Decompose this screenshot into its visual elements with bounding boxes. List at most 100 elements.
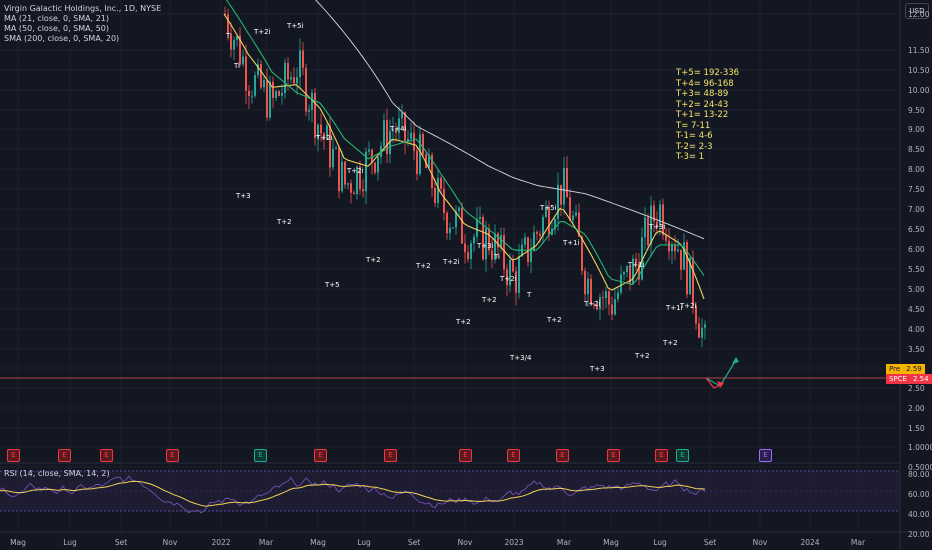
wave-label: T+2i — [679, 302, 697, 310]
candles — [224, 6, 706, 348]
candle-body — [458, 207, 460, 212]
candle-body — [461, 207, 463, 244]
price-tick-label: 2.00 — [908, 404, 925, 413]
candle-body — [311, 92, 313, 110]
earnings-marker[interactable]: E — [676, 449, 689, 462]
projection-down-arrowhead — [717, 381, 724, 388]
ma21-line — [223, 13, 705, 300]
candle-body — [275, 91, 277, 99]
indicator-ma21[interactable]: MA (21, close, 0, SMA, 21) — [4, 14, 110, 23]
candle-body — [245, 56, 247, 91]
wave-label: T+2i — [253, 28, 271, 36]
earnings-marker[interactable]: E — [7, 449, 20, 462]
candle-body — [635, 258, 637, 264]
candle-body — [662, 204, 664, 236]
candle-body — [344, 161, 346, 185]
candle-body — [644, 217, 646, 238]
candle-body — [587, 278, 589, 295]
price-tick-label: 8.50 — [908, 145, 925, 154]
time-tick-label: Mar — [850, 538, 866, 547]
candle-body — [395, 129, 397, 133]
time-tick-label: Lug — [357, 538, 371, 547]
candle-body — [500, 235, 502, 248]
candle-body — [674, 244, 676, 252]
candle-body — [665, 235, 667, 241]
candle-body — [605, 291, 607, 299]
candle-body — [638, 263, 640, 280]
candle-body — [572, 215, 574, 221]
wave-label: T+2 — [455, 318, 471, 326]
candle-body — [233, 39, 235, 50]
target-line: T+1= 13-22 — [676, 110, 729, 120]
candle-body — [251, 95, 253, 97]
candle-body — [407, 138, 409, 142]
candle-body — [308, 109, 310, 112]
earnings-marker[interactable]: E — [556, 449, 569, 462]
candle-body — [482, 216, 484, 260]
candle-body — [413, 132, 415, 151]
candle-body — [356, 166, 358, 195]
wave-label: T+1i — [627, 261, 645, 269]
earnings-marker[interactable]: E — [100, 449, 113, 462]
candle-body — [362, 189, 364, 192]
rsi-indicator-label[interactable]: RSI (14, close, SMA, 14, 2) — [4, 469, 110, 478]
candle-body — [578, 212, 580, 237]
earnings-marker[interactable]: E — [759, 449, 772, 462]
rsi-tick-label: 40.00 — [908, 510, 930, 519]
indicator-ma50[interactable]: MA (50, close, 0, SMA, 50) — [4, 24, 110, 33]
candle-body — [650, 205, 652, 246]
wave-label: T+2 — [415, 262, 431, 270]
target-line: T+3= 48-89 — [676, 89, 729, 99]
candle-body — [449, 227, 451, 234]
candle-body — [629, 266, 631, 285]
wave-label: T+2i — [499, 275, 517, 283]
candle-body — [596, 304, 598, 310]
currency-button[interactable]: USD — [905, 3, 929, 19]
earnings-marker[interactable]: E — [607, 449, 620, 462]
earnings-marker[interactable]: E — [384, 449, 397, 462]
earnings-marker[interactable]: E — [254, 449, 267, 462]
candle-body — [494, 233, 496, 260]
wave-label: T+3/4 — [509, 354, 532, 362]
time-tick-label: 2024 — [800, 538, 820, 547]
candle-body — [620, 274, 622, 293]
candle-body — [536, 232, 538, 234]
earnings-marker[interactable]: E — [655, 449, 668, 462]
candle-body — [653, 205, 655, 222]
candle-body — [383, 120, 385, 146]
candle-body — [323, 133, 325, 140]
candle-body — [230, 33, 232, 50]
wave-label: T+5i — [286, 22, 304, 30]
indicator-sma200[interactable]: SMA (200, close, 0, SMA, 20) — [4, 34, 120, 43]
candle-body — [431, 154, 433, 189]
candle-body — [593, 304, 595, 306]
time-tick-label: Mar — [556, 538, 572, 547]
candle-body — [302, 50, 304, 68]
candle-body — [410, 132, 412, 139]
rsi-tick-label: 60.00 — [908, 490, 930, 499]
candle-body — [647, 217, 649, 246]
candle-body — [695, 305, 697, 324]
earnings-marker[interactable]: E — [166, 449, 179, 462]
earnings-marker[interactable]: E — [314, 449, 327, 462]
candle-body — [563, 167, 565, 205]
candle-body — [632, 258, 634, 285]
candle-body — [419, 134, 421, 175]
earnings-marker[interactable]: E — [58, 449, 71, 462]
candle-body — [341, 161, 343, 192]
symbol-title[interactable]: Virgin Galactic Holdings, Inc., 1D, NYSE — [4, 4, 162, 13]
candle-body — [464, 243, 466, 253]
price-tick-label: 9.00 — [908, 125, 925, 134]
earnings-marker[interactable]: E — [507, 449, 520, 462]
wave-label: T+1i — [665, 304, 683, 312]
earnings-marker[interactable]: E — [459, 449, 472, 462]
wave-label: Ti — [233, 62, 240, 70]
candle-body — [353, 192, 355, 195]
candle-body — [446, 212, 448, 234]
candle-body — [542, 217, 544, 236]
candle-body — [584, 270, 586, 295]
candle-body — [485, 228, 487, 260]
candle-body — [365, 151, 367, 192]
target-line: T+2= 24-43 — [676, 99, 729, 110]
